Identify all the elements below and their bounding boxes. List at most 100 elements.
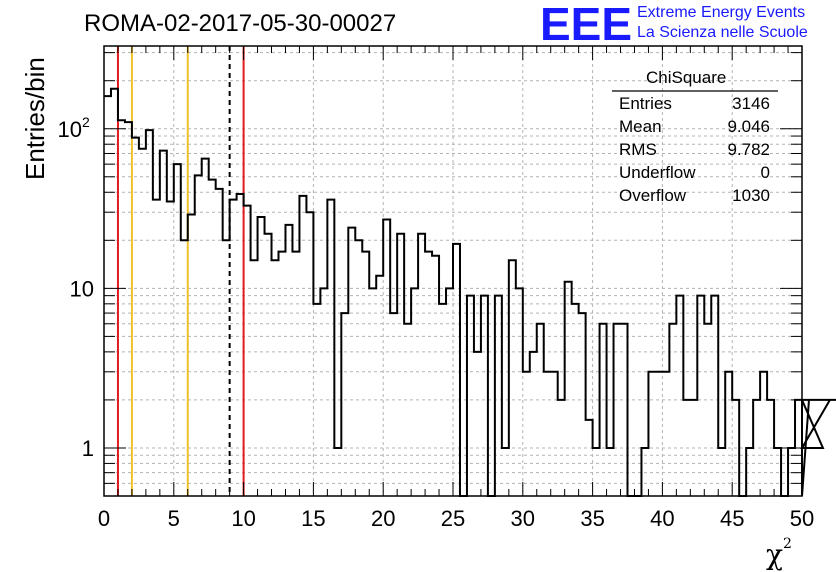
y-tick-label-exp: 2 — [82, 114, 90, 130]
histogram-bin — [432, 256, 439, 496]
histogram-bin — [279, 252, 286, 496]
x-tick-label: 15 — [301, 506, 325, 531]
histogram-bin — [439, 304, 446, 496]
stats-value-underflow: 0 — [760, 163, 770, 182]
histogram-bin — [481, 296, 488, 496]
histogram-bin — [711, 296, 718, 496]
histogram-bin — [593, 448, 600, 496]
histogram-bin — [167, 202, 174, 496]
histogram-bin — [683, 400, 690, 496]
histogram-bin — [425, 252, 432, 496]
histogram-bin — [369, 288, 376, 496]
brand-line-2: La Scienza nelle Scuole — [637, 24, 808, 41]
histogram-bin — [551, 372, 558, 496]
histogram-bin — [181, 240, 188, 496]
x-tick-label: 50 — [790, 506, 814, 531]
histogram-bin — [216, 189, 223, 496]
histogram-bin — [355, 240, 362, 496]
histogram-bin — [362, 252, 369, 496]
histogram-bin — [272, 260, 279, 496]
histogram-bin — [607, 448, 614, 496]
histogram-bin — [348, 228, 355, 496]
histogram-bin — [390, 313, 397, 496]
histogram-bin — [502, 448, 509, 496]
histogram-bin — [299, 196, 306, 496]
histogram-bin — [341, 313, 348, 496]
brand-line-1: Extreme Energy Events — [637, 4, 806, 21]
histogram-bin — [746, 448, 753, 496]
histogram-bin — [418, 234, 425, 496]
histogram-bin — [251, 260, 258, 496]
histogram-bin — [258, 217, 265, 496]
histogram-bin — [523, 372, 530, 496]
x-tick-label: 35 — [580, 506, 604, 531]
histogram-bin — [153, 200, 160, 496]
histogram-bin — [767, 400, 774, 496]
x-tick-label: 30 — [511, 506, 535, 531]
stats-value-overflow: 1030 — [732, 186, 770, 205]
histogram-bin — [174, 164, 181, 496]
histogram-bin — [579, 313, 586, 496]
histogram-bin — [704, 324, 711, 496]
stats-label-mean: Mean — [619, 117, 662, 136]
logo-text: EEE — [540, 2, 632, 44]
chart-title: ROMA-02-2017-05-30-00027 — [84, 10, 397, 37]
stats-label-overflow: Overflow — [619, 186, 687, 205]
x-axis-label-base: χ — [766, 538, 783, 571]
stats-label-entries: Entries — [619, 94, 672, 113]
histogram-bin — [537, 324, 544, 496]
histogram-bin — [292, 252, 299, 496]
x-axis-label-sup: 2 — [782, 536, 792, 552]
histogram-bin — [614, 324, 621, 496]
x-tick-label: 20 — [371, 506, 395, 531]
histogram-bin — [306, 212, 313, 496]
stats-divider — [612, 90, 778, 92]
histogram-bin — [411, 288, 418, 496]
histogram-bin — [725, 372, 732, 496]
histogram-bin — [753, 400, 760, 496]
histogram-bin — [641, 448, 648, 496]
histogram-bin — [718, 448, 725, 496]
histogram-bin — [285, 225, 292, 496]
histogram-bin — [397, 234, 404, 496]
histogram-bin — [334, 448, 341, 496]
histogram-bin — [327, 200, 334, 496]
histogram-bin — [320, 288, 327, 496]
stats-title: ChiSquare — [646, 68, 727, 87]
histogram-bin — [509, 260, 516, 496]
histogram-bin — [446, 288, 453, 496]
histogram-bin — [195, 175, 202, 496]
histogram-bin — [732, 400, 739, 496]
histogram-bin — [690, 400, 697, 496]
eee-logo: EEE — [540, 2, 632, 44]
histogram-bin — [209, 180, 216, 496]
histogram-bin — [237, 194, 244, 496]
histogram-bin — [572, 304, 579, 496]
histogram-bin — [244, 206, 251, 496]
x-tick-label: 0 — [98, 506, 110, 531]
stats-label-underflow: Underflow — [619, 163, 696, 182]
histogram-bin — [565, 282, 572, 496]
histogram-bin — [558, 400, 565, 496]
histogram-bin — [662, 372, 669, 496]
histogram-bin — [139, 149, 146, 496]
y-tick-label: 10 — [70, 276, 94, 301]
grid — [104, 46, 802, 497]
x-tick-label: 25 — [441, 506, 465, 531]
x-tick-label: 40 — [650, 506, 674, 531]
histogram-bin — [648, 372, 655, 496]
histogram-bin — [697, 296, 704, 496]
histogram-bin — [516, 288, 523, 496]
histogram-bin — [655, 372, 662, 496]
histogram-bin — [265, 234, 272, 496]
histogram-bin — [111, 89, 118, 496]
histogram-bin — [669, 324, 676, 496]
stats-value-rms: 9.782 — [727, 140, 770, 159]
histogram-bin — [467, 296, 474, 496]
histogram-bin — [188, 215, 195, 496]
histogram-bin — [495, 296, 502, 496]
y-tick-label: 10 — [58, 117, 82, 142]
histogram-bin — [202, 159, 209, 496]
histogram-bin — [600, 324, 607, 496]
